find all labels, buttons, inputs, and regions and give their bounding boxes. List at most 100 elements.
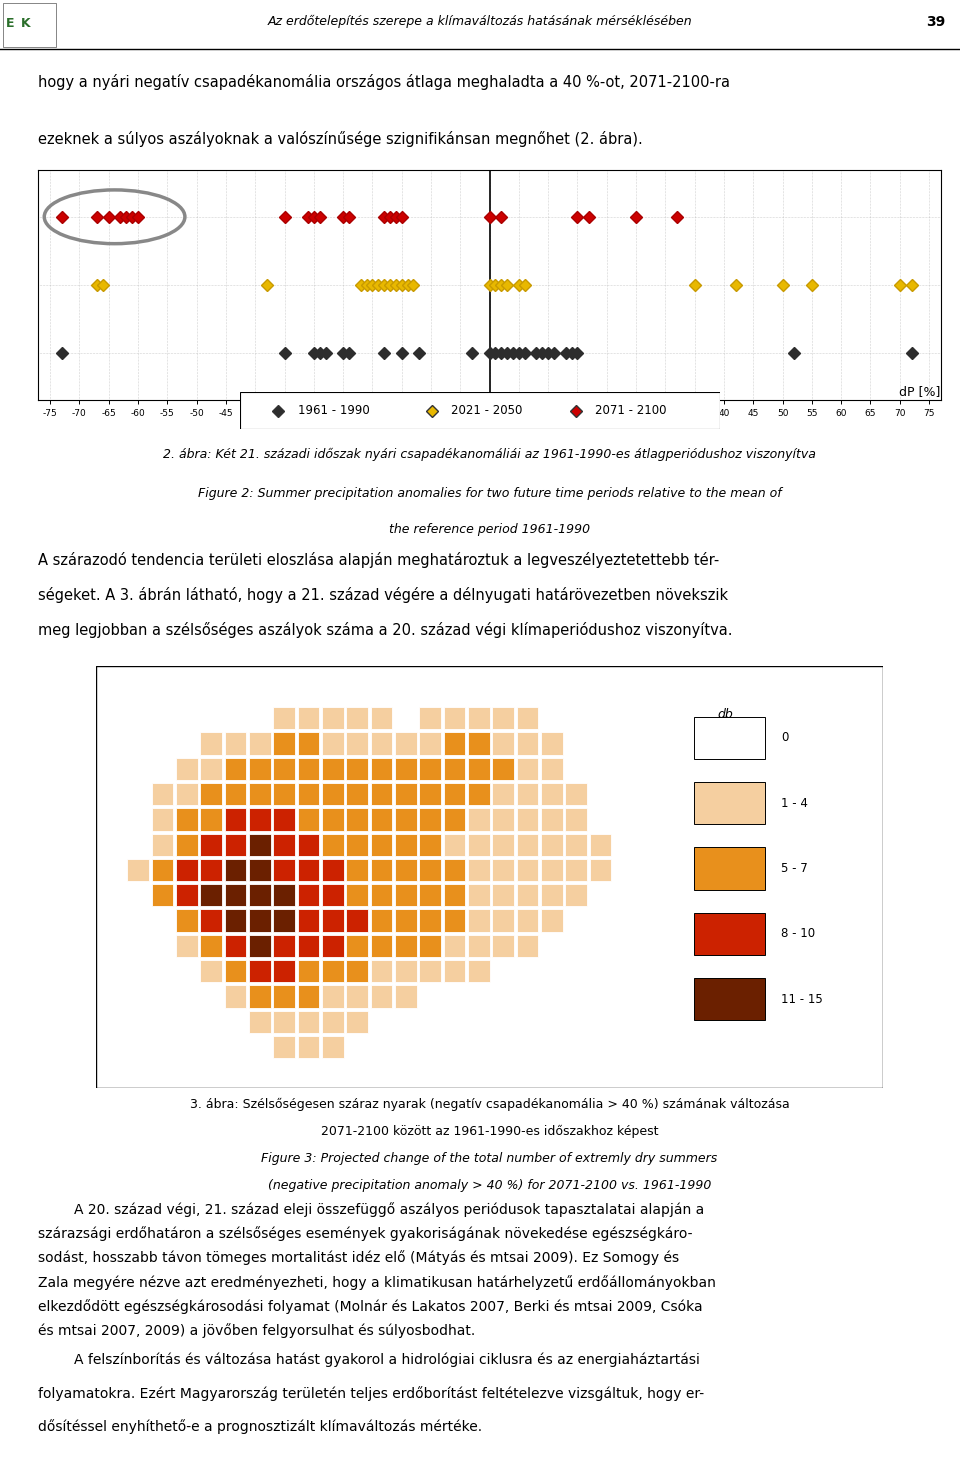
Bar [274,707,295,730]
Bar [225,758,246,780]
Bar [541,808,563,830]
Text: Zala megyére nézve azt eredményezheti, hogy a klimatikusan határhelyzetű erdőáll: Zala megyére nézve azt eredményezheti, h… [38,1274,716,1289]
Bar [694,913,765,955]
Bar [347,707,368,730]
Bar [371,935,393,958]
Bar [347,884,368,906]
Bar [323,1036,344,1058]
Bar [201,758,222,780]
Bar [541,833,563,855]
Bar [347,961,368,983]
Bar [516,758,539,780]
Bar [444,707,466,730]
Bar [468,758,490,780]
Bar [589,833,612,855]
Bar [444,884,466,906]
Bar [371,783,393,805]
Bar [225,733,246,755]
Bar [323,1011,344,1033]
Bar [250,783,271,805]
Bar [274,935,295,958]
Bar [468,783,490,805]
Bar [250,758,271,780]
Bar [420,733,441,755]
Text: folyamatokra. Ezért Magyarország területén teljes erdőborítást feltételezve vizs: folyamatokra. Ezért Magyarország terület… [38,1385,705,1400]
Bar [225,986,246,1008]
Bar [565,783,587,805]
Text: 0: 0 [780,731,788,744]
Bar [274,1036,295,1058]
Bar [274,1011,295,1033]
Bar [516,935,539,958]
Bar [541,910,563,932]
Text: A 20. század végi, 21. század eleji összefüggő aszályos periódusok tapasztalatai: A 20. század végi, 21. század eleji össz… [75,1202,705,1217]
Bar [492,707,514,730]
Bar [694,716,765,759]
Bar [444,910,466,932]
Bar [176,935,198,958]
Bar [371,758,393,780]
Bar [420,707,441,730]
Text: 5 - 7: 5 - 7 [780,861,807,875]
Bar [298,884,320,906]
Bar [444,758,466,780]
Text: 1 - 4: 1 - 4 [780,796,807,810]
Bar [201,833,222,855]
Bar [152,808,173,830]
Bar [347,935,368,958]
Bar [492,833,514,855]
Bar [250,1011,271,1033]
Text: 8 - 10: 8 - 10 [780,928,815,940]
Bar [420,808,441,830]
Bar [274,733,295,755]
Bar [274,783,295,805]
Bar [541,884,563,906]
Bar [176,808,198,830]
Bar [516,733,539,755]
Bar [444,783,466,805]
Bar [396,833,417,855]
Bar [225,910,246,932]
Bar [396,910,417,932]
Bar [516,884,539,906]
Bar [250,986,271,1008]
Text: A szárazodó tendencia területi eloszlása alapján meghatároztuk a legveszélyeztet: A szárazodó tendencia területi eloszlása… [38,552,720,568]
Bar [176,758,198,780]
Bar [371,733,393,755]
Text: K: K [21,16,31,30]
Text: 11 - 15: 11 - 15 [780,993,823,1006]
Bar [420,833,441,855]
Bar [371,833,393,855]
Bar [3,3,56,46]
Bar [516,833,539,855]
Bar [420,910,441,932]
Bar [298,961,320,983]
Bar [541,707,563,730]
Bar [541,733,563,755]
Bar [347,733,368,755]
Text: és mtsai 2007, 2009) a jövőben felgyorsulhat és súlyosbodhat.: és mtsai 2007, 2009) a jövőben felgyorsu… [38,1323,475,1338]
Text: Figure 2: Summer precipitation anomalies for two future time periods relative to: Figure 2: Summer precipitation anomalies… [198,487,781,500]
Bar [347,910,368,932]
Bar [492,808,514,830]
Bar [565,884,587,906]
Bar [201,961,222,983]
Bar [565,858,587,881]
Bar [274,758,295,780]
Text: 39: 39 [926,15,946,28]
Bar [444,808,466,830]
Text: sodást, hosszabb távon tömeges mortalitást idéz elő (Mátyás és mtsai 2009). Ez S: sodást, hosszabb távon tömeges mortalitá… [38,1251,680,1265]
Bar [298,935,320,958]
Bar [396,707,417,730]
Bar [396,858,417,881]
Bar [201,935,222,958]
Text: hogy a nyári negatív csapadékanomália országos átlaga meghaladta a 40 %-ot, 2071: hogy a nyári negatív csapadékanomália or… [38,74,731,90]
Bar [541,758,563,780]
Bar [694,978,765,1020]
Bar [371,884,393,906]
Text: the reference period 1961-1990: the reference period 1961-1990 [389,524,590,536]
Bar [250,910,271,932]
Bar [176,783,198,805]
Bar [323,961,344,983]
Bar [492,935,514,958]
